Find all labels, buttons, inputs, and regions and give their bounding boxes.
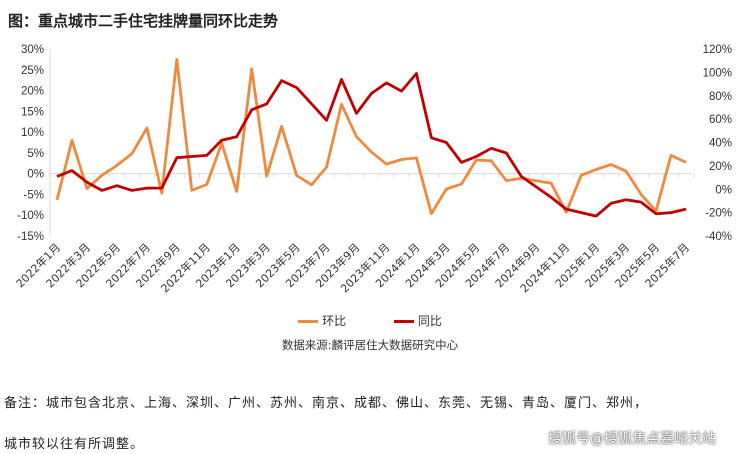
left-y-tick-label: 10% <box>21 127 44 139</box>
legend-swatch <box>298 320 319 323</box>
note-line-1: 备注：城市包含北京、上海、深圳、广州、苏州、南京、成都、佛山、东莞、无锡、青岛、… <box>4 396 649 411</box>
legend: 环比 同比 <box>0 312 740 329</box>
right-y-tick-label: 40% <box>709 138 732 150</box>
left-y-tick-label: 5% <box>27 148 44 160</box>
right-y-tick-label: -20% <box>705 208 732 220</box>
right-y-tick-label: 80% <box>709 91 732 103</box>
legend-item-mom: 环比 <box>298 312 346 329</box>
left-y-tick-label: 0% <box>27 169 44 181</box>
right-y-tick-label: 20% <box>709 161 732 173</box>
right-y-tick-label: 0% <box>715 184 732 196</box>
left-y-tick-label: 30% <box>21 44 44 56</box>
legend-label: 环比 <box>322 314 347 328</box>
left-y-tick-label: 15% <box>21 106 44 118</box>
data-source: 数据来源:麟评居住大数据研究中心 <box>281 338 459 352</box>
note-line-2: 城市较以往有所调整。 <box>4 437 145 452</box>
left-y-tick-label: -10% <box>17 210 44 222</box>
left-y-tick-label: 20% <box>21 86 44 98</box>
line-chart: 30% 25% 20% 15% 10% 5% 0% -5% -10% -15% 120% 100% 80… <box>13 44 732 295</box>
series-line-mom <box>55 58 687 216</box>
left-y-tick-label: 25% <box>21 65 44 77</box>
legend-label: 同比 <box>417 314 442 328</box>
right-y-tick-label: 60% <box>709 114 732 126</box>
left-y-tick-label: -5% <box>24 189 44 201</box>
right-y-tick-label: 100% <box>703 67 732 79</box>
legend-swatch <box>393 320 414 323</box>
watermark: 搜狐号@搜狐焦点嘉峪关站 <box>548 431 716 447</box>
legend-item-yoy: 同比 <box>393 312 442 329</box>
right-y-tick-label: 120% <box>703 44 732 56</box>
chart-title: 图：重点城市二手住宅挂牌量同环比走势 <box>8 12 279 30</box>
left-y-tick-label: -15% <box>17 231 44 243</box>
right-y-tick-label: -40% <box>705 231 732 243</box>
